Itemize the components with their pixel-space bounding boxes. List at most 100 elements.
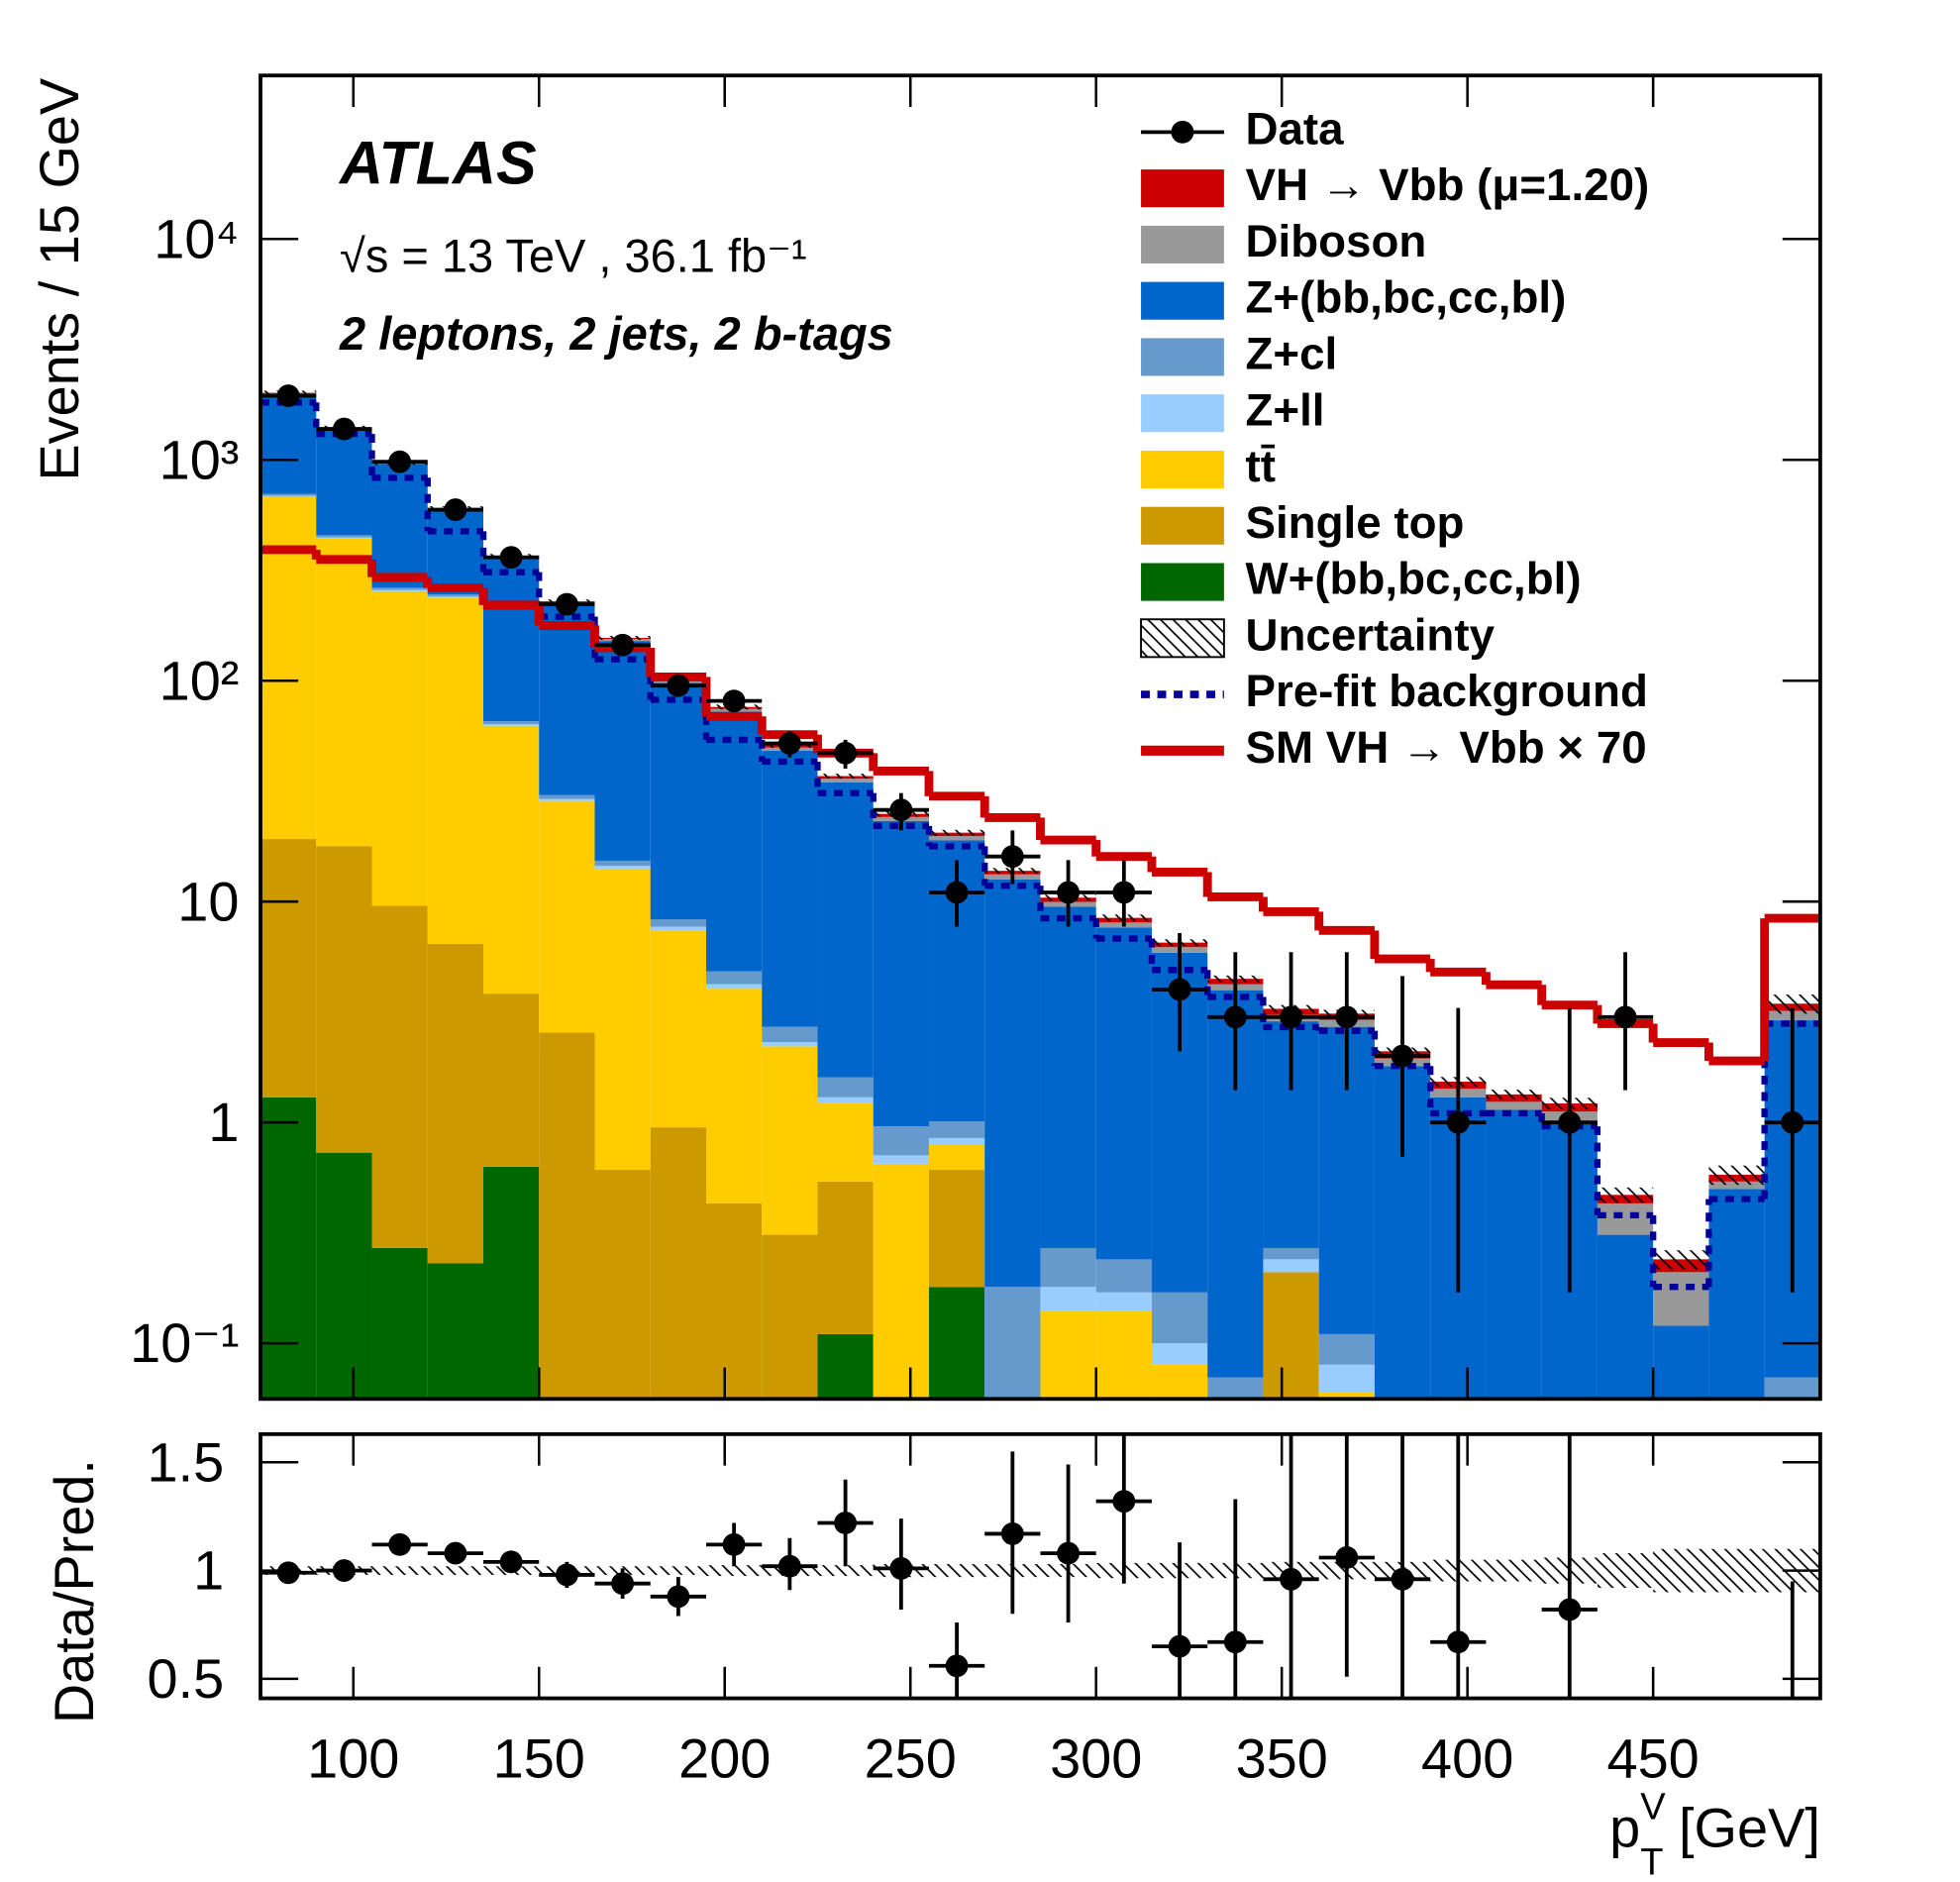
stack-segment — [650, 926, 706, 931]
ratio-uncertainty-band — [371, 1566, 428, 1575]
stack-segment — [650, 919, 706, 927]
data-point — [276, 384, 300, 408]
uncertainty-band — [1764, 994, 1820, 1014]
data-point — [1000, 845, 1024, 869]
data-point — [555, 592, 578, 616]
ratio-uncertainty-band — [1653, 1548, 1709, 1593]
stack-segment — [762, 750, 818, 1027]
stack-segment — [705, 1202, 763, 1400]
data-point — [1112, 881, 1136, 904]
data-point — [889, 798, 913, 822]
data-point — [1558, 1598, 1582, 1621]
legend-swatch — [1141, 506, 1224, 545]
ratio-uncertainty-band — [817, 1565, 874, 1577]
stack-segment — [483, 993, 540, 1167]
stack-segment — [594, 1170, 651, 1400]
uncertainty-band — [1486, 1090, 1542, 1099]
legend-label: Z+(bb,bc,cc,bl) — [1245, 272, 1566, 323]
stack-segment — [539, 798, 595, 801]
data-point — [889, 1556, 913, 1580]
ratio-frame — [258, 1431, 1822, 1701]
stack-segment — [260, 839, 317, 1098]
stack-segment — [817, 782, 874, 1078]
stack-segment — [260, 1097, 317, 1400]
stack-segment — [873, 1155, 929, 1164]
x-label-unit: [GeV] — [1664, 1796, 1820, 1858]
x-tick-label: 200 — [678, 1727, 771, 1790]
stack-segment — [1040, 906, 1096, 1248]
data-point — [555, 1563, 578, 1587]
stack-segment — [316, 537, 372, 539]
data-point — [332, 1559, 356, 1583]
data-point — [667, 674, 690, 697]
data-point — [1057, 1541, 1081, 1565]
data-point — [1280, 1005, 1302, 1029]
ratio-uncertainty-band — [1486, 1559, 1542, 1582]
legend-label: Z+ll — [1245, 384, 1324, 435]
uncertainty-band — [817, 774, 874, 779]
legend-swatch — [1141, 394, 1224, 433]
stack-segment — [873, 1126, 929, 1156]
x-tick-label: 400 — [1421, 1727, 1513, 1790]
main-plot — [260, 384, 1820, 1400]
atlas-label: ATLAS — [338, 129, 537, 196]
stack-segment — [594, 641, 651, 861]
data-point — [667, 1585, 690, 1609]
stack-segment — [539, 603, 595, 795]
data-point — [834, 1512, 858, 1534]
stack-segment — [427, 594, 484, 597]
stack-segment — [1318, 1333, 1375, 1365]
data-point — [1057, 881, 1081, 904]
stack-segment — [427, 943, 484, 1264]
stack-segment — [371, 587, 428, 590]
stack-segment — [817, 1102, 874, 1182]
stack-segment — [539, 794, 595, 799]
data-point — [777, 732, 801, 755]
stack-segment — [1040, 1310, 1096, 1400]
stack-segment — [316, 428, 372, 536]
stack-segment — [817, 1097, 874, 1103]
x-label-base: p — [1609, 1796, 1640, 1858]
data-point — [332, 417, 356, 441]
data-point — [1280, 1567, 1302, 1591]
stack-segment — [1095, 927, 1152, 1260]
main-frame — [258, 73, 1822, 1402]
x-axis-label: pV T [GeV] — [1609, 1786, 1820, 1882]
stack-segment — [427, 597, 484, 944]
data-point — [444, 1541, 467, 1565]
stack-segment — [316, 538, 372, 847]
stack-segment — [1318, 1364, 1375, 1393]
stack-segment — [539, 800, 595, 1033]
stack-segment — [371, 589, 428, 591]
stack-segment — [928, 1287, 985, 1400]
stack-segment — [1095, 1310, 1152, 1400]
data-point — [1168, 1634, 1191, 1658]
ratio-uncertainty-band — [650, 1566, 706, 1575]
legend-label: Data — [1245, 103, 1344, 154]
legend-label: Single top — [1245, 497, 1464, 548]
y-tick-label: 10² — [159, 649, 240, 711]
data-point — [1168, 978, 1191, 1001]
data-point — [1558, 1110, 1582, 1134]
data-point — [499, 1550, 523, 1574]
stack-segment — [1597, 1234, 1654, 1400]
stack-segment — [1318, 1392, 1375, 1400]
stack-segment — [1151, 1364, 1208, 1400]
legend-label: Uncertainty — [1245, 609, 1495, 660]
y-tick-label: 10⁴ — [154, 207, 239, 269]
stack-segment — [928, 1137, 985, 1146]
stack-segment — [371, 590, 428, 906]
data-point — [1000, 1521, 1024, 1545]
data-point — [722, 689, 746, 713]
stack-segment — [984, 879, 1041, 1288]
y-tick-label: 10 — [177, 870, 239, 932]
stack-segment — [1597, 1202, 1654, 1235]
stack-segment — [427, 1263, 484, 1400]
legend-swatch — [1141, 281, 1224, 320]
ratio-uncertainty-band — [1708, 1548, 1765, 1593]
data-point — [722, 1532, 746, 1556]
stack-segment — [1151, 1343, 1208, 1365]
